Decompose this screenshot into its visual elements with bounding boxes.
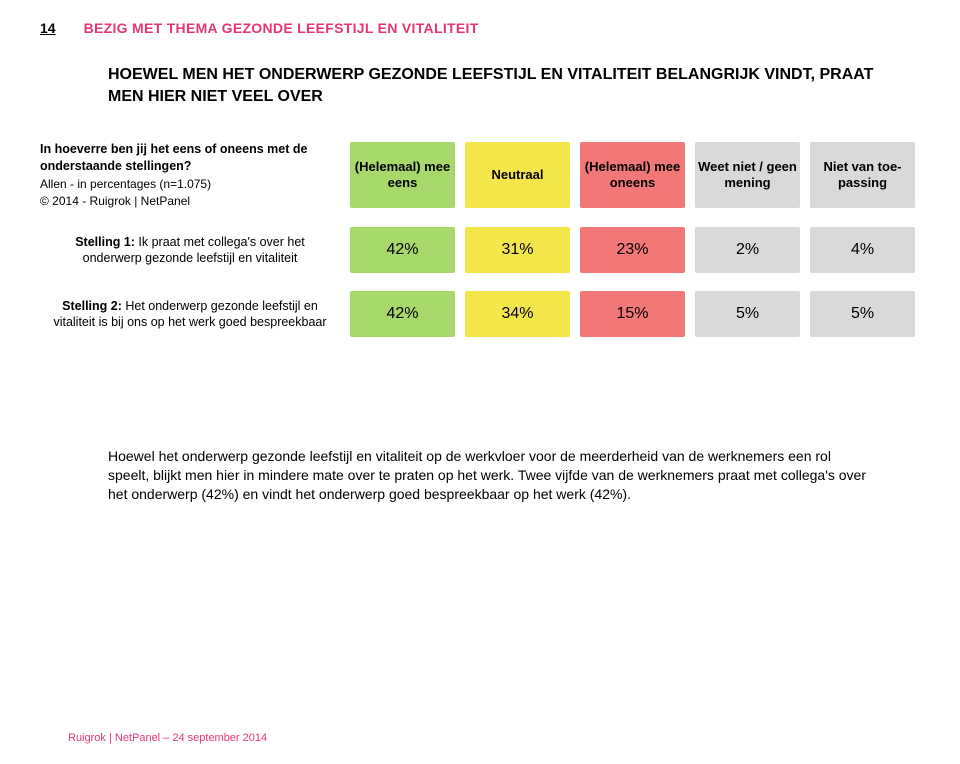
cell-r1-c4: 2% bbox=[695, 227, 800, 273]
statement-2: Stelling 2: Het onderwerp gezonde leefst… bbox=[40, 298, 340, 331]
statement-2-bold: Stelling 2: bbox=[62, 299, 122, 313]
question-sub-2: © 2014 - Ruigrok | NetPanel bbox=[40, 193, 340, 209]
cell-r2-c3: 15% bbox=[580, 291, 685, 337]
question-block: In hoeverre ben jij het eens of oneens m… bbox=[40, 141, 340, 209]
col-head-agree: (Helemaal) mee eens bbox=[350, 142, 455, 208]
cell-r2-c5: 5% bbox=[810, 291, 915, 337]
cell-r1-c2: 31% bbox=[465, 227, 570, 273]
col-head-dontknow: Weet niet / geen mening bbox=[695, 142, 800, 208]
col-head-neutral: Neutraal bbox=[465, 142, 570, 208]
question-lead: In hoeverre ben jij het eens of oneens m… bbox=[40, 141, 340, 175]
footer: Ruigrok | NetPanel – 24 september 2014 bbox=[68, 732, 267, 744]
cell-r2-c4: 5% bbox=[695, 291, 800, 337]
question-sub-1: Allen - in percentages (n=1.075) bbox=[40, 176, 340, 192]
col-head-na: Niet van toe­passing bbox=[810, 142, 915, 208]
statement-1-bold: Stelling 1: bbox=[75, 235, 135, 249]
main-title: HOEWEL MEN HET ONDERWERP GEZONDE LEEFSTI… bbox=[108, 64, 910, 107]
body-paragraph: Hoewel het onderwerp gezonde leefstijl e… bbox=[108, 447, 870, 504]
cell-r2-c1: 42% bbox=[350, 291, 455, 337]
cell-r2-c2: 34% bbox=[465, 291, 570, 337]
data-table: In hoeverre ben jij het eens of oneens m… bbox=[40, 141, 910, 337]
statement-1: Stelling 1: Ik praat met collega's over … bbox=[40, 234, 340, 267]
cell-r1-c3: 23% bbox=[580, 227, 685, 273]
section-title: BEZIG MET THEMA GEZONDE LEEFSTIJL EN VIT… bbox=[84, 20, 479, 36]
cell-r1-c1: 42% bbox=[350, 227, 455, 273]
page-number: 14 bbox=[40, 20, 56, 36]
col-head-disagree: (Helemaal) mee oneens bbox=[580, 142, 685, 208]
cell-r1-c5: 4% bbox=[810, 227, 915, 273]
header-row: 14 BEZIG MET THEMA GEZONDE LEEFSTIJL EN … bbox=[40, 20, 910, 36]
